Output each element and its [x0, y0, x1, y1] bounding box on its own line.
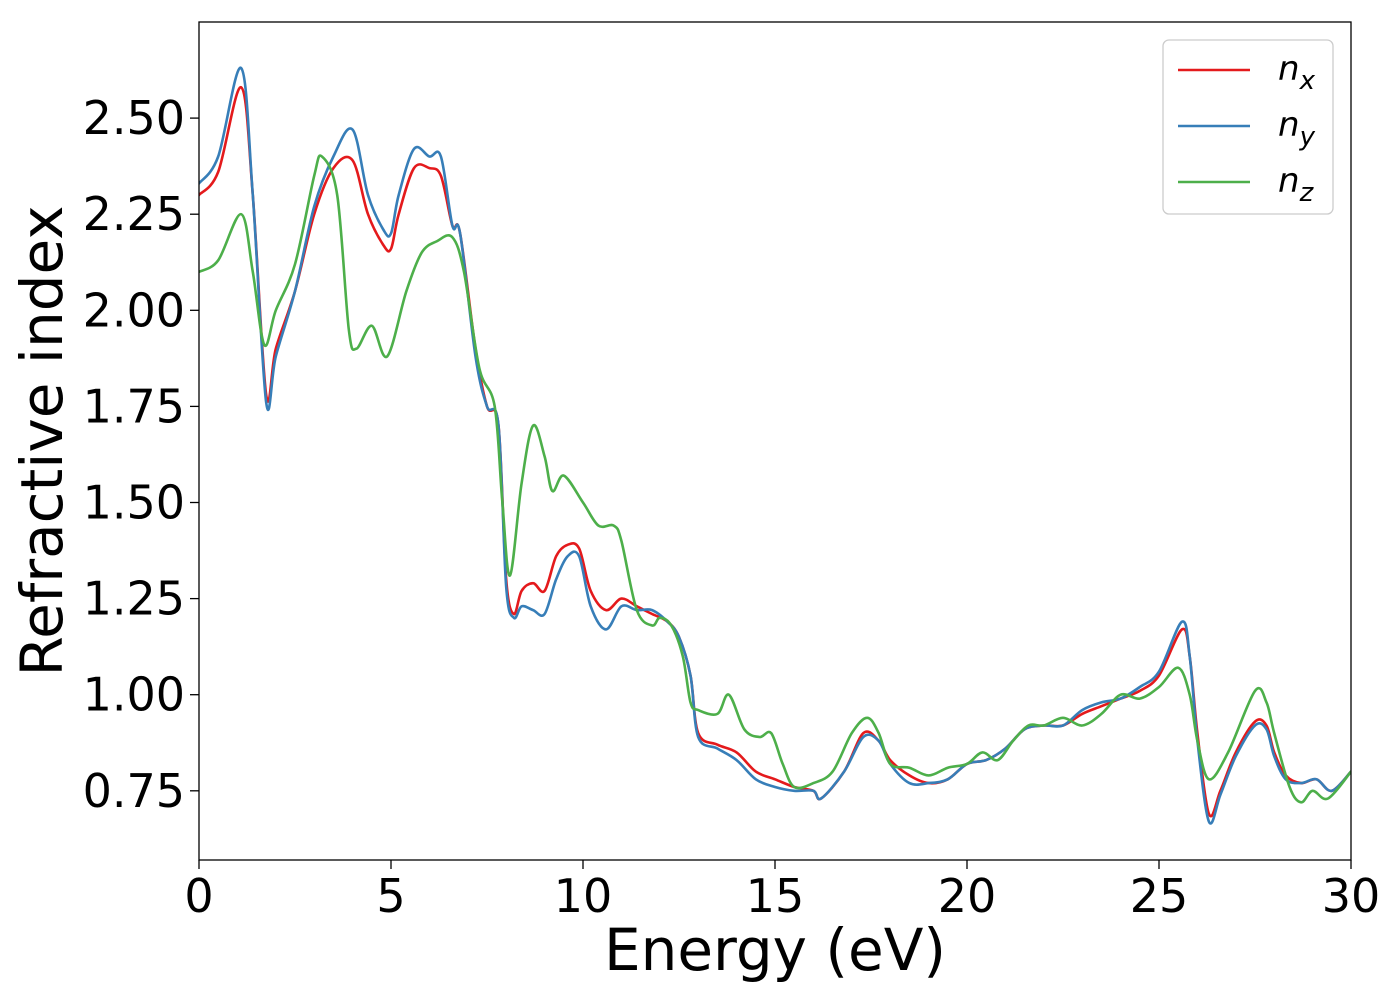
x-axis-label: Energy (eV) [604, 916, 946, 984]
y-tick-label: 2.00 [83, 283, 185, 337]
legend-label-n-z: nz [1278, 161, 1315, 208]
legend-label-n-x: nx [1278, 49, 1316, 96]
series-layer [199, 66, 1351, 825]
series-line-n-z [199, 154, 1351, 804]
x-tick-label: 30 [1322, 869, 1381, 923]
legend-label-subscript: y [1299, 122, 1316, 152]
legend-label-subscript: z [1299, 178, 1315, 208]
y-axis-label: Refractive index [8, 205, 76, 676]
y-tick-label: 2.25 [83, 187, 185, 241]
y-tick-label: 2.50 [83, 91, 185, 145]
x-axis: 0 5 10 15 20 25 30 [184, 860, 1380, 923]
y-tick-label: 1.75 [83, 379, 185, 433]
series-line-n-y [199, 66, 1351, 825]
x-tick-label: 25 [1130, 869, 1189, 923]
x-tick-label: 10 [554, 869, 613, 923]
x-tick-label: 5 [376, 869, 405, 923]
x-tick-label: 0 [184, 869, 213, 923]
y-tick-label: 1.25 [83, 572, 185, 626]
legend-label-base: n [1278, 49, 1300, 89]
legend-label-base: n [1278, 105, 1300, 145]
y-tick-label: 1.50 [83, 476, 185, 530]
legend-label-n-y: ny [1278, 105, 1316, 152]
y-tick-label: 0.75 [83, 764, 185, 818]
legend-label-base: n [1278, 161, 1300, 201]
y-axis: 0.75 1.00 1.25 1.50 1.75 2.00 2.25 2.50 [83, 91, 199, 818]
x-tick-label: 20 [938, 869, 997, 923]
y-tick-label: 1.00 [83, 668, 185, 722]
x-tick-label: 15 [746, 869, 805, 923]
legend-label-subscript: x [1299, 66, 1316, 96]
